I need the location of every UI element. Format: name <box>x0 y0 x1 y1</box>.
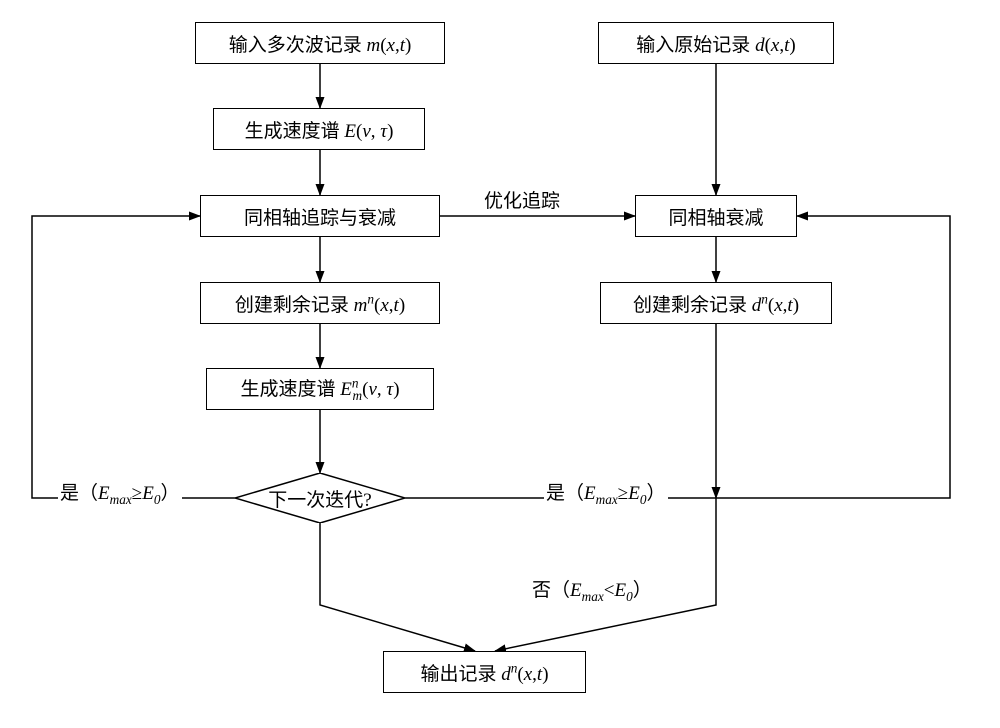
box-attenuate-text: 同相轴衰减 <box>668 203 763 230</box>
label-yes-right-text: 是（Emax≥E0） <box>546 483 666 504</box>
label-yes-right: 是（Emax≥E0） <box>544 478 668 508</box>
label-no-bottom: 否（Emax<E0） <box>530 575 654 605</box>
arrow-D-out <box>320 523 475 651</box>
box-output-text: 输出记录 dn(x,t) <box>420 659 548 686</box>
box-input-multiples: 输入多次波记录 m(x,t) <box>195 22 445 64</box>
box-residual-d-text: 创建剩余记录 dn(x,t) <box>633 290 799 317</box>
flowchart-wires <box>0 0 1000 728</box>
box-gen-spectrum-n-text: 生成速度谱 Enm(v, τ) <box>240 374 399 404</box>
box-gen-spectrum-n: 生成速度谱 Enm(v, τ) <box>206 368 434 410</box>
label-yes-left: 是（Emax≥E0） <box>58 478 182 508</box>
box-residual-m: 创建剩余记录 mn(x,t) <box>200 282 440 324</box>
box-track-attenuate: 同相轴追踪与衰减 <box>200 195 440 237</box>
box-input-original-text: 输入原始记录 d(x,t) <box>636 30 795 57</box>
decision-text: 下一次迭代? <box>235 473 405 523</box>
label-optimize-track: 优化追踪 <box>482 186 562 213</box>
box-track-attenuate-text: 同相轴追踪与衰减 <box>244 203 396 230</box>
box-residual-d: 创建剩余记录 dn(x,t) <box>600 282 832 324</box>
arrow-D-right-R3 <box>405 216 950 498</box>
box-input-multiples-text: 输入多次波记录 m(x,t) <box>229 30 412 57</box>
arrow-D-left-L3 <box>32 216 235 498</box>
decision-next-iteration: 下一次迭代? <box>235 473 405 523</box>
box-gen-spectrum-text: 生成速度谱 E(v, τ) <box>245 116 394 143</box>
label-no-bottom-text: 否（Emax<E0） <box>532 580 652 601</box>
box-input-original: 输入原始记录 d(x,t) <box>598 22 834 64</box>
label-optimize-track-text: 优化追踪 <box>484 191 560 212</box>
box-residual-m-text: 创建剩余记录 mn(x,t) <box>235 290 405 317</box>
box-attenuate: 同相轴衰减 <box>635 195 797 237</box>
box-output: 输出记录 dn(x,t) <box>383 651 586 693</box>
box-gen-spectrum: 生成速度谱 E(v, τ) <box>213 108 425 150</box>
flowchart-canvas: 输入多次波记录 m(x,t) 生成速度谱 E(v, τ) 同相轴追踪与衰减 创建… <box>0 0 1000 728</box>
label-yes-left-text: 是（Emax≥E0） <box>60 483 180 504</box>
